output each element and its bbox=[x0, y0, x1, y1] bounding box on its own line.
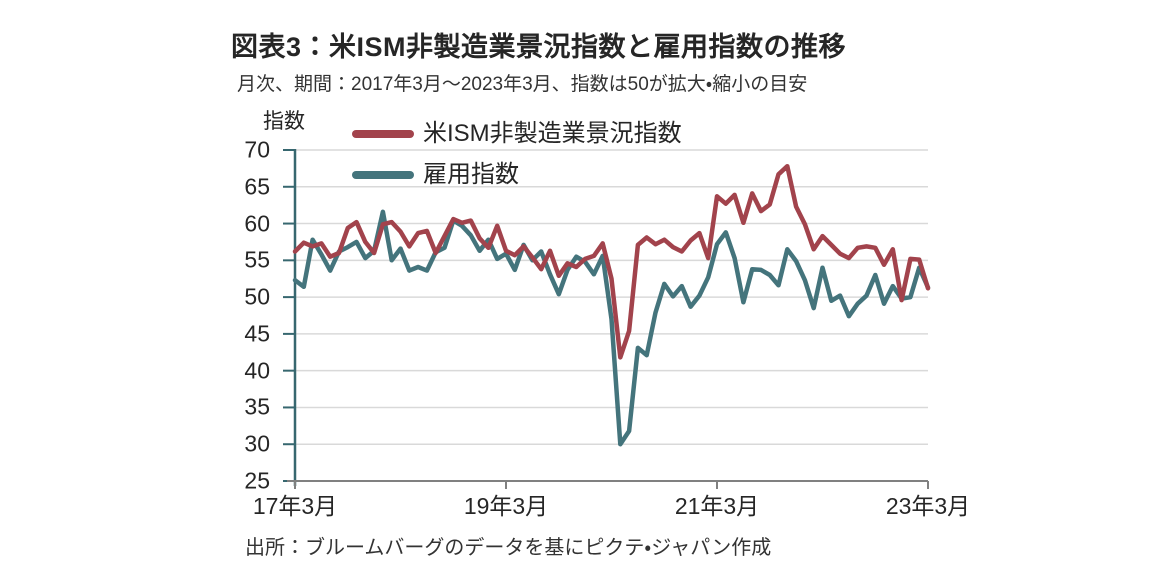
y-tick-label-30: 30 bbox=[244, 430, 270, 457]
ism-line-swatch bbox=[352, 130, 414, 138]
chart-subtitle: 月次、期間：2017年3月～2023年3月、指数は50が拡大・縮小の目安 bbox=[237, 74, 808, 95]
legend-label-ism: 米ISM非製造業景況指数 bbox=[423, 120, 682, 147]
legend: 米ISM非製造業景況指数 雇用指数 bbox=[352, 119, 682, 190]
employment-line-swatch bbox=[352, 171, 414, 179]
y-tick-label-65: 65 bbox=[244, 173, 270, 200]
source-note: 出所：ブルームバーグのデータを基にピクテ・ジャパン作成 bbox=[245, 537, 772, 559]
employment-index-line bbox=[292, 209, 931, 447]
y-tick-label-50: 50 bbox=[244, 283, 270, 310]
x-tick-label-2: 19年3月 bbox=[463, 493, 549, 519]
y-tick-label-55: 55 bbox=[244, 246, 270, 273]
x-tick-label-1: 17年3月 bbox=[252, 493, 338, 519]
y-tick-label-35: 35 bbox=[244, 393, 270, 420]
y-tick-label-60: 60 bbox=[244, 210, 270, 237]
legend-item-ism: 米ISM非製造業景況指数 bbox=[352, 119, 682, 149]
y-tick-label-25: 25 bbox=[244, 467, 270, 494]
chart-title: 図表3：米ISM非製造業景況指数と雇用指数の推移 bbox=[231, 32, 847, 62]
legend-label-employment: 雇用指数 bbox=[423, 161, 519, 188]
legend-item-employment: 雇用指数 bbox=[352, 160, 682, 190]
y-axis-title: 指数 bbox=[263, 110, 305, 133]
ism-index-line bbox=[292, 163, 931, 360]
x-tick-label-4: 23年3月 bbox=[885, 493, 971, 519]
y-tick-label-40: 40 bbox=[244, 357, 270, 384]
x-tick-label-3: 21年3月 bbox=[674, 493, 760, 519]
y-tick-label-70: 70 bbox=[244, 136, 270, 163]
y-tick-label-45: 45 bbox=[244, 320, 270, 347]
